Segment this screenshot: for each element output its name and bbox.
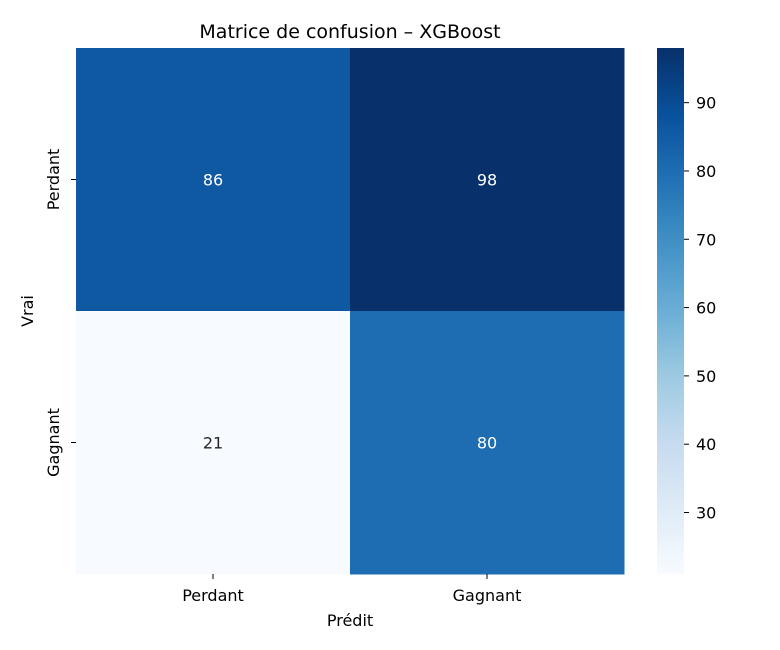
colorbar-tick-label: 60: [696, 299, 716, 318]
cell-value-label: 86: [203, 171, 223, 190]
colorbar-tick-label: 30: [696, 504, 716, 523]
colorbar-gradient: [657, 48, 684, 574]
heatmap-cell: [350, 311, 625, 575]
chart-title: Matrice de confusion – XGBoost: [199, 21, 500, 43]
heatmap-cell: [350, 48, 625, 312]
heatmap-cell: [76, 48, 351, 312]
x-axis-label: Prédit: [327, 611, 373, 630]
cell-value-label: 98: [477, 171, 497, 190]
colorbar-tick-label: 90: [696, 94, 716, 113]
heatmap-cells: 86 98 21 80: [76, 48, 625, 575]
x-tick-label: Perdant: [182, 586, 244, 605]
y-tick-labels: Perdant Gagnant: [44, 149, 76, 477]
x-tick-labels: Perdant Gagnant: [182, 574, 521, 605]
x-tick-label: Gagnant: [453, 586, 522, 605]
cell-value-label: 80: [477, 434, 497, 453]
y-axis-label: Vrai: [18, 295, 37, 327]
colorbar-tick-label: 50: [696, 367, 716, 386]
colorbar-tick-label: 80: [696, 162, 716, 181]
colorbar: 30 40 50 60 70 80 90: [657, 48, 716, 574]
y-tick-label: Gagnant: [44, 408, 63, 477]
colorbar-tick-label: 40: [696, 435, 716, 454]
colorbar-tick-label: 70: [696, 230, 716, 249]
y-tick-label: Perdant: [44, 149, 63, 211]
cell-value-label: 21: [203, 434, 223, 453]
heatmap-cell: [76, 311, 351, 575]
